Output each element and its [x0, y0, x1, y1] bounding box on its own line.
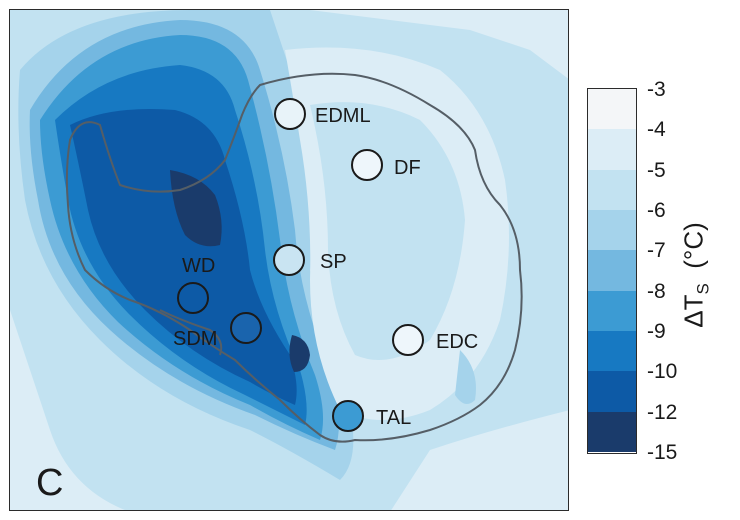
site-label: EDML: [315, 105, 371, 127]
map-panel: EDML DF SP WD SDM EDC TAL C: [9, 9, 569, 511]
colorbar-tick-label: -3: [647, 78, 666, 101]
colorbar-segment: [588, 129, 636, 171]
site-marker: [230, 312, 262, 344]
contour-plateau-inner: [310, 102, 465, 361]
colorbar-tick-label: -5: [647, 158, 666, 182]
contour-pale-ne: [310, 10, 568, 79]
colorbar-segment: [588, 411, 636, 453]
site-label: WD: [182, 255, 215, 277]
site-tal: TAL: [332, 400, 411, 432]
contour-pale-sw: [10, 310, 126, 510]
site-marker: [332, 400, 364, 432]
colorbar-tick-label: -9: [647, 320, 666, 343]
site-sp: SP: [273, 244, 347, 276]
colorbar-tick-label: -8: [647, 279, 666, 303]
panel-letter: C: [36, 462, 64, 504]
contour-band-15-south: [289, 335, 310, 372]
ross-ice-shelf-edge: [159, 309, 223, 356]
contour-east-band: [455, 350, 476, 404]
colorbar-tick-label: -6: [647, 199, 666, 222]
contour-pale-se: [391, 410, 568, 510]
site-sdm: SDM: [173, 312, 262, 350]
colorbar-tick-label: -4: [647, 118, 666, 142]
colorbar-segment: [588, 371, 636, 413]
site-label: DF: [394, 157, 421, 179]
site-marker: [274, 98, 306, 130]
colorbar-tick-label: -12: [647, 400, 678, 424]
colorbar-tick-label: -15: [647, 441, 678, 464]
colorbar-label-unit: (°C): [678, 222, 709, 269]
colorbar-segment: [588, 210, 636, 251]
colorbar-label-sub: S: [693, 283, 713, 295]
colorbar-segment: [588, 169, 636, 211]
site-edml: EDML: [274, 98, 371, 130]
colorbar-segment: [588, 250, 636, 292]
site-marker: [273, 244, 305, 276]
colorbar-segment: [588, 331, 636, 372]
antarctic-coastline: [65, 72, 523, 443]
site-label: TAL: [376, 407, 411, 429]
colorbar-segment: [588, 290, 636, 332]
colorbar-tick-label: -7: [647, 239, 666, 263]
colorbar-segment: [588, 89, 636, 130]
temperature-map: EDML DF SP WD SDM EDC TAL: [10, 10, 568, 510]
colorbar: [587, 88, 637, 454]
colorbar-label: ΔTS (°C): [678, 222, 713, 328]
colorbar-label-main: ΔT: [678, 294, 709, 328]
colorbar-tick-label: -10: [647, 360, 678, 384]
site-marker: [351, 149, 383, 181]
site-marker: [177, 282, 209, 314]
site-marker: [392, 324, 424, 356]
site-wd: WD: [177, 255, 215, 314]
site-label: EDC: [436, 331, 478, 353]
site-edc: EDC: [392, 324, 478, 356]
site-label: SP: [320, 251, 347, 273]
site-df: DF: [351, 149, 421, 181]
site-label: SDM: [173, 328, 217, 350]
